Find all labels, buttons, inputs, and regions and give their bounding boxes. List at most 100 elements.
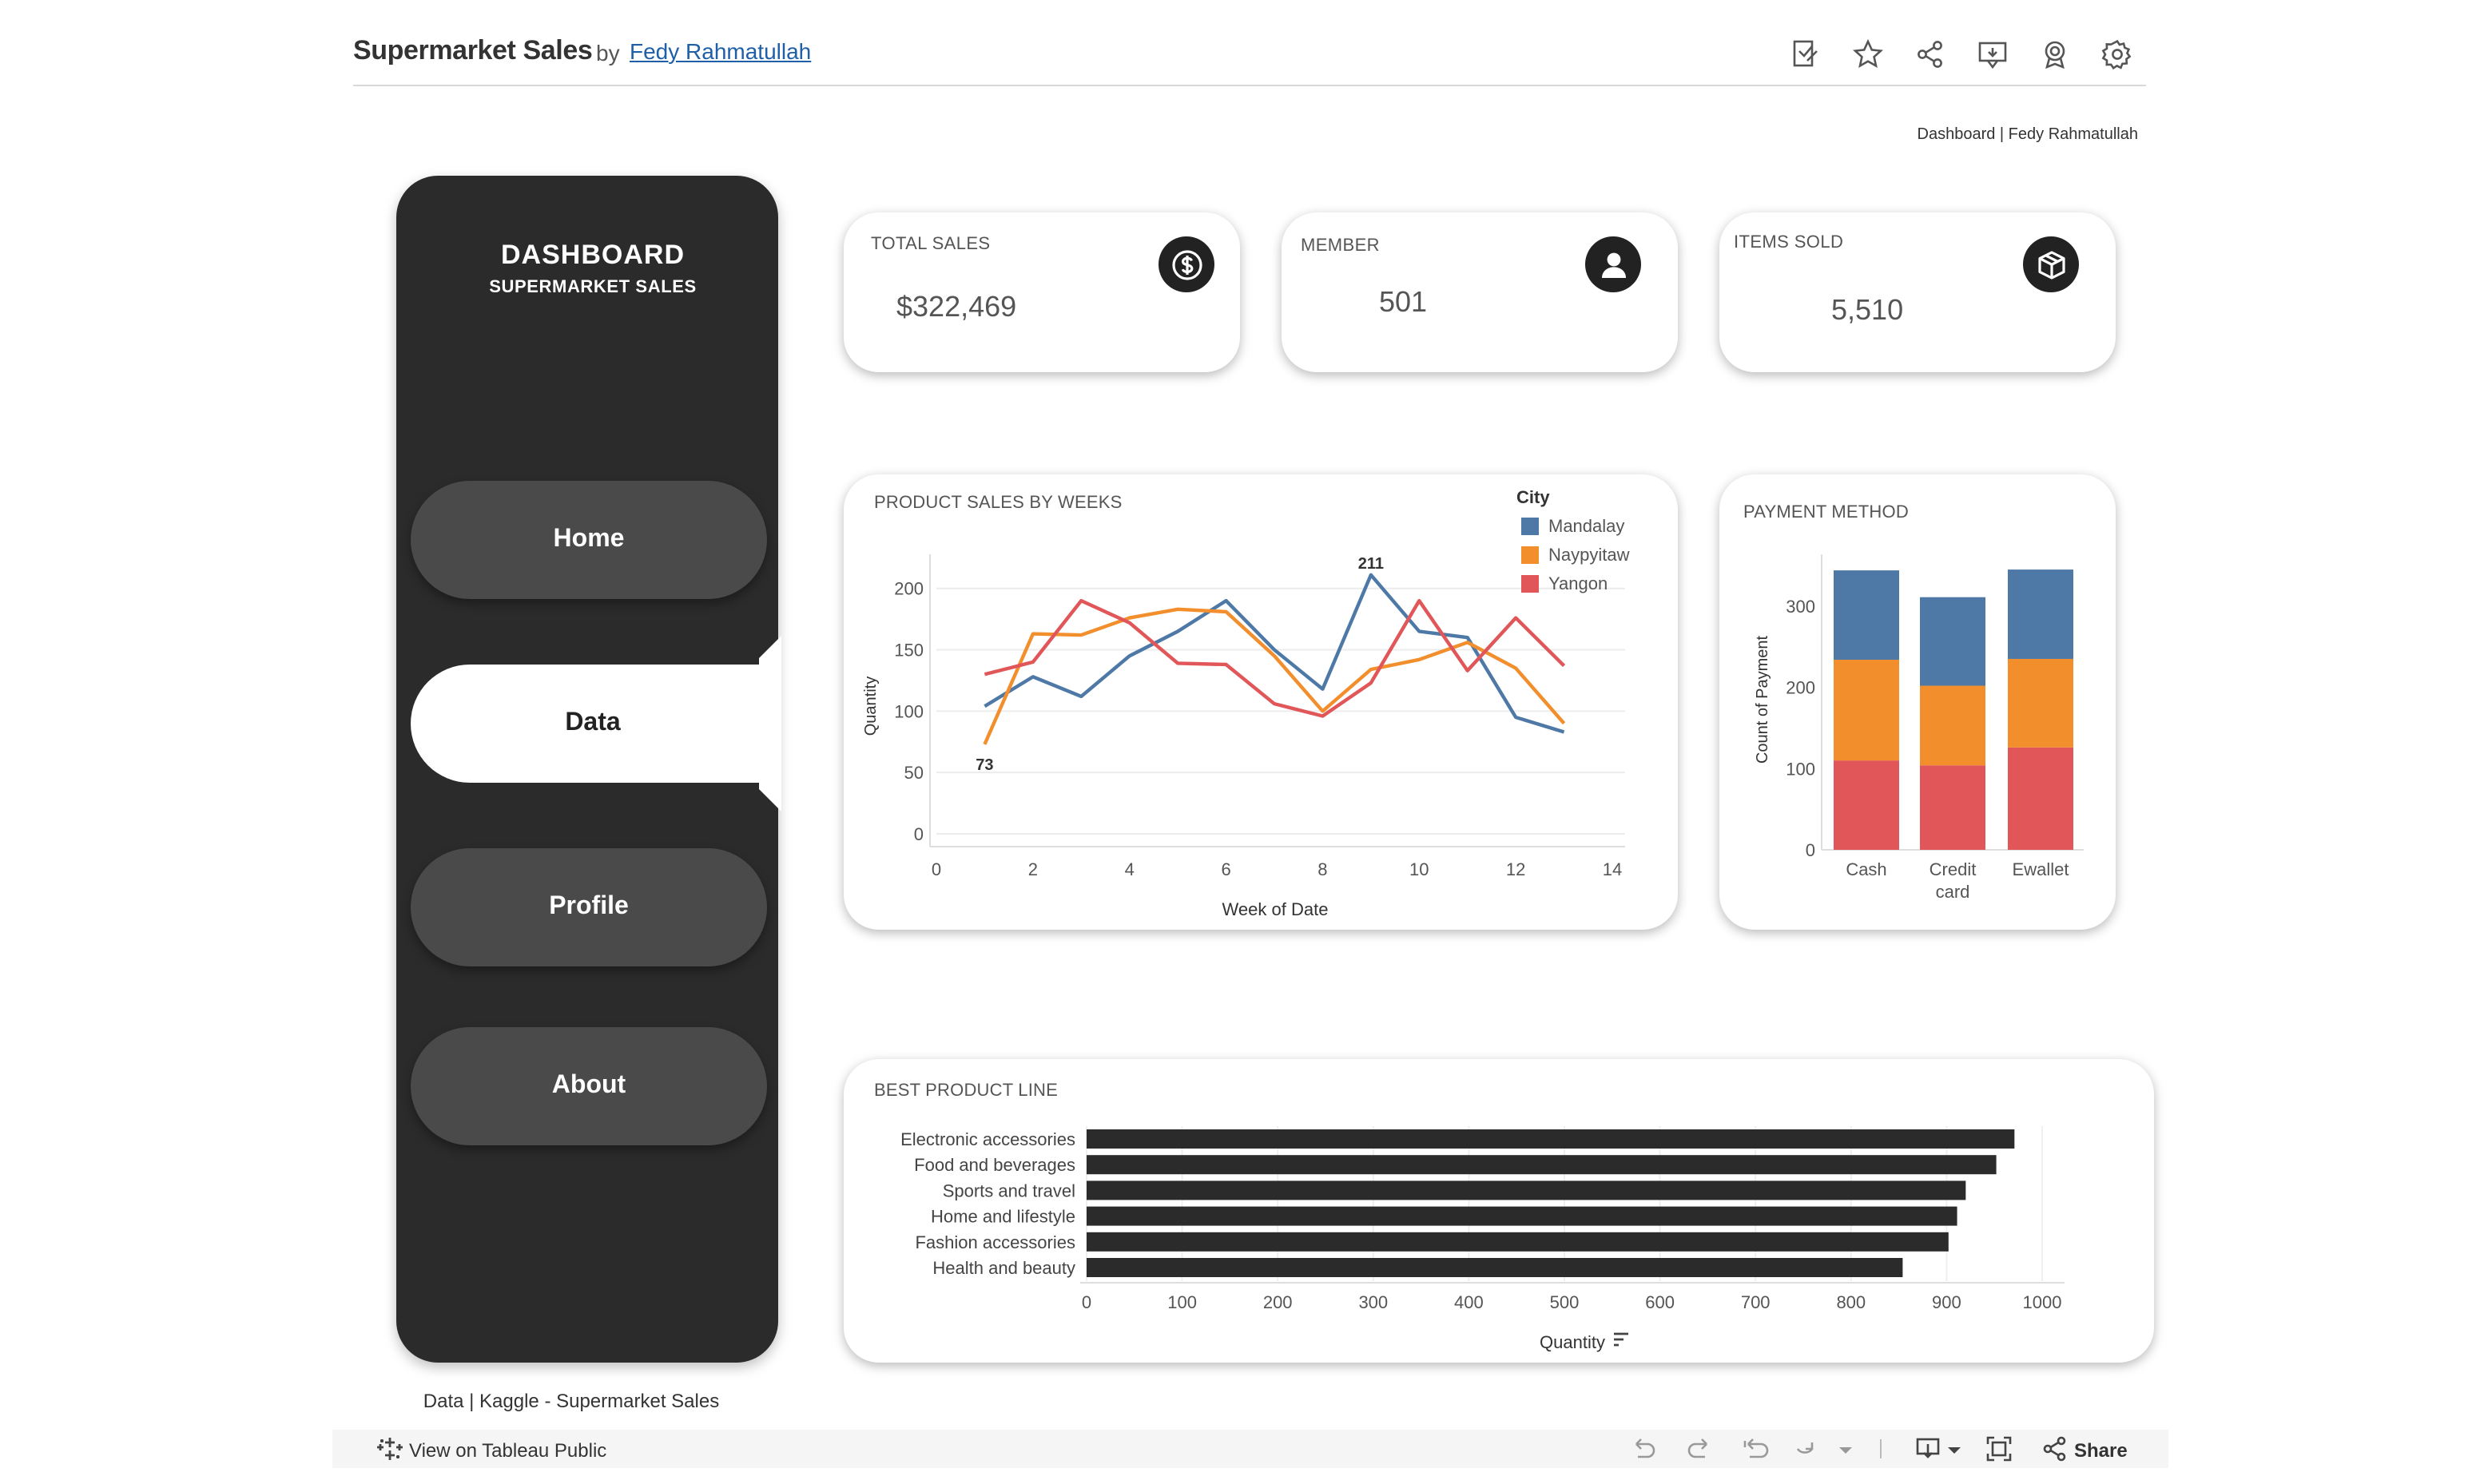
x-tick-label: 4 <box>1125 859 1135 879</box>
y-tick-label: 150 <box>894 641 924 661</box>
line-chart: 0 50 100 150 200 0 2 4 6 8 10 12 14 Week of Date Quant… <box>862 487 1630 919</box>
download-icon[interactable] <box>1914 1434 1943 1463</box>
x-tick-label: 700 <box>1741 1292 1771 1312</box>
product-line-title: BEST PRODUCT LINE <box>874 1081 1058 1101</box>
legend-swatch-yangon <box>1521 575 1539 593</box>
x-tick-label: Credit <box>1930 859 1977 879</box>
y-tick-label: 100 <box>1786 759 1815 779</box>
revert-icon[interactable] <box>1742 1434 1771 1463</box>
x-axis-title: Week of Date <box>1222 899 1329 919</box>
nav-profile-button[interactable]: Profile <box>411 848 767 966</box>
x-tick-label: 900 <box>1932 1292 1961 1312</box>
y-tick-label: Sports and travel <box>943 1180 1075 1200</box>
legend-label: Yangon <box>1548 573 1608 593</box>
nav-home-button[interactable]: Home <box>411 481 767 599</box>
y-tick-label: 100 <box>894 701 924 721</box>
kpi-card-member: MEMBER 501 <box>1282 212 1678 372</box>
fullscreen-icon[interactable] <box>1985 1434 2013 1463</box>
viz-title: Supermarket Sales <box>353 35 593 65</box>
x-tick-label: 2 <box>1028 859 1038 879</box>
y-tick-label: 50 <box>904 763 924 783</box>
sort-icon <box>1614 1332 1628 1347</box>
bar-segment-yangon <box>1920 765 1985 850</box>
download-dropdown-icon[interactable] <box>1940 1434 1969 1463</box>
series-line-mandalay <box>984 573 1565 734</box>
legend-title: City <box>1516 487 1550 507</box>
x-tick-label: 100 <box>1167 1292 1197 1312</box>
series-line-naypyitaw <box>983 607 1566 745</box>
product-bar <box>1087 1155 1997 1175</box>
y-tick-label: 300 <box>1786 597 1815 617</box>
undo-icon[interactable] <box>1628 1434 1657 1463</box>
refresh-icon[interactable] <box>1793 1434 1822 1463</box>
x-tick-label: 800 <box>1836 1292 1866 1312</box>
bar-segment-naypyitaw <box>1920 685 1985 766</box>
product-bar <box>1087 1180 1966 1200</box>
bar-segment-naypyitaw <box>2008 658 2073 748</box>
legend-label: Mandalay <box>1548 516 1624 536</box>
kpi-card-total-sales: TOTAL SALES $322,469 <box>844 212 1240 372</box>
bar-segment-mandalay <box>2008 569 2073 659</box>
bar-segment-yangon <box>2008 747 2073 850</box>
share-button[interactable]: Share <box>2074 1439 2128 1462</box>
x-tick-label: 1000 <box>2023 1292 2062 1312</box>
tableau-toolbar <box>332 1430 2168 1468</box>
bar-segment-mandalay <box>1920 597 1985 686</box>
data-label: 211 <box>1358 555 1384 573</box>
comment-icon[interactable] <box>1977 38 2009 70</box>
line-chart-title: PRODUCT SALES BY WEEKS <box>874 494 1123 513</box>
tableau-logo-icon <box>376 1434 404 1463</box>
y-tick-label: Health and beauty <box>932 1258 1075 1278</box>
header-divider <box>353 85 2146 86</box>
y-tick-label: Food and beverages <box>914 1155 1075 1175</box>
settings-icon[interactable] <box>2101 38 2133 70</box>
y-axis-title: Count of Payment <box>1754 636 1771 764</box>
refresh-dropdown-icon[interactable] <box>1831 1434 1860 1463</box>
view-on-tableau-link[interactable]: View on Tableau Public <box>409 1439 607 1462</box>
nav-about-button[interactable]: About <box>411 1027 767 1145</box>
x-tick-label: card <box>1936 882 1970 902</box>
x-tick-label: 400 <box>1454 1292 1484 1312</box>
kpi-label: MEMBER <box>1301 236 1380 256</box>
toolbar-separator <box>1866 1434 1895 1463</box>
y-tick-label: 0 <box>1806 840 1815 860</box>
bar-segment-mandalay <box>1834 570 1899 660</box>
kpi-card-items-sold: ITEMS SOLD 5,510 <box>1719 212 2116 372</box>
x-tick-label: 0 <box>1082 1292 1091 1312</box>
bar-segment-yangon <box>1834 760 1899 850</box>
product-bar <box>1087 1232 1949 1252</box>
award-icon[interactable] <box>2039 38 2071 70</box>
sort-icon-glyph <box>1614 1332 1628 1347</box>
x-tick-label: 6 <box>1221 859 1230 879</box>
x-tick-label: Ewallet <box>2013 859 2069 879</box>
kpi-value: 501 <box>1379 286 1428 318</box>
redo-icon[interactable] <box>1686 1434 1715 1463</box>
share-icon[interactable] <box>1914 38 1946 70</box>
x-tick-label: 600 <box>1645 1292 1675 1312</box>
edit-icon[interactable] <box>1790 38 1822 70</box>
star-icon[interactable] <box>1852 38 1884 70</box>
x-tick-label: 14 <box>1603 859 1622 879</box>
nav-data-button[interactable]: Data <box>411 665 778 783</box>
y-tick-label: 200 <box>894 579 924 599</box>
product-line-chart: Electronic accessories Food and beverages… <box>900 1126 2065 1352</box>
legend-label: Naypyitaw <box>1548 545 1630 565</box>
by-text: by <box>596 40 620 65</box>
kpi-value: 5,510 <box>1831 294 1904 326</box>
box-icon <box>2023 236 2079 292</box>
y-tick-label: Fashion accessories <box>915 1232 1075 1252</box>
author-link[interactable]: Fedy Rahmatullah <box>630 38 812 64</box>
kpi-label: TOTAL SALES <box>871 235 991 254</box>
sidebar-subtitle: SUPERMARKET SALES <box>489 278 697 297</box>
data-label: 73 <box>976 756 993 774</box>
footer-share-icon[interactable] <box>2041 1434 2069 1463</box>
kpi-label: ITEMS SOLD <box>1734 233 1844 252</box>
x-tick-label: 0 <box>932 859 941 879</box>
y-tick-label: Electronic accessories <box>900 1129 1075 1149</box>
dashboard-credit: Dashboard | Fedy Rahmatullah <box>1917 126 2138 144</box>
x-axis-title: Quantity <box>1540 1332 1605 1352</box>
x-tick-label: 12 <box>1506 859 1525 879</box>
x-tick-label: Cash <box>1846 859 1886 879</box>
product-bar <box>1087 1129 2015 1149</box>
y-axis-title: Quantity <box>862 677 880 736</box>
